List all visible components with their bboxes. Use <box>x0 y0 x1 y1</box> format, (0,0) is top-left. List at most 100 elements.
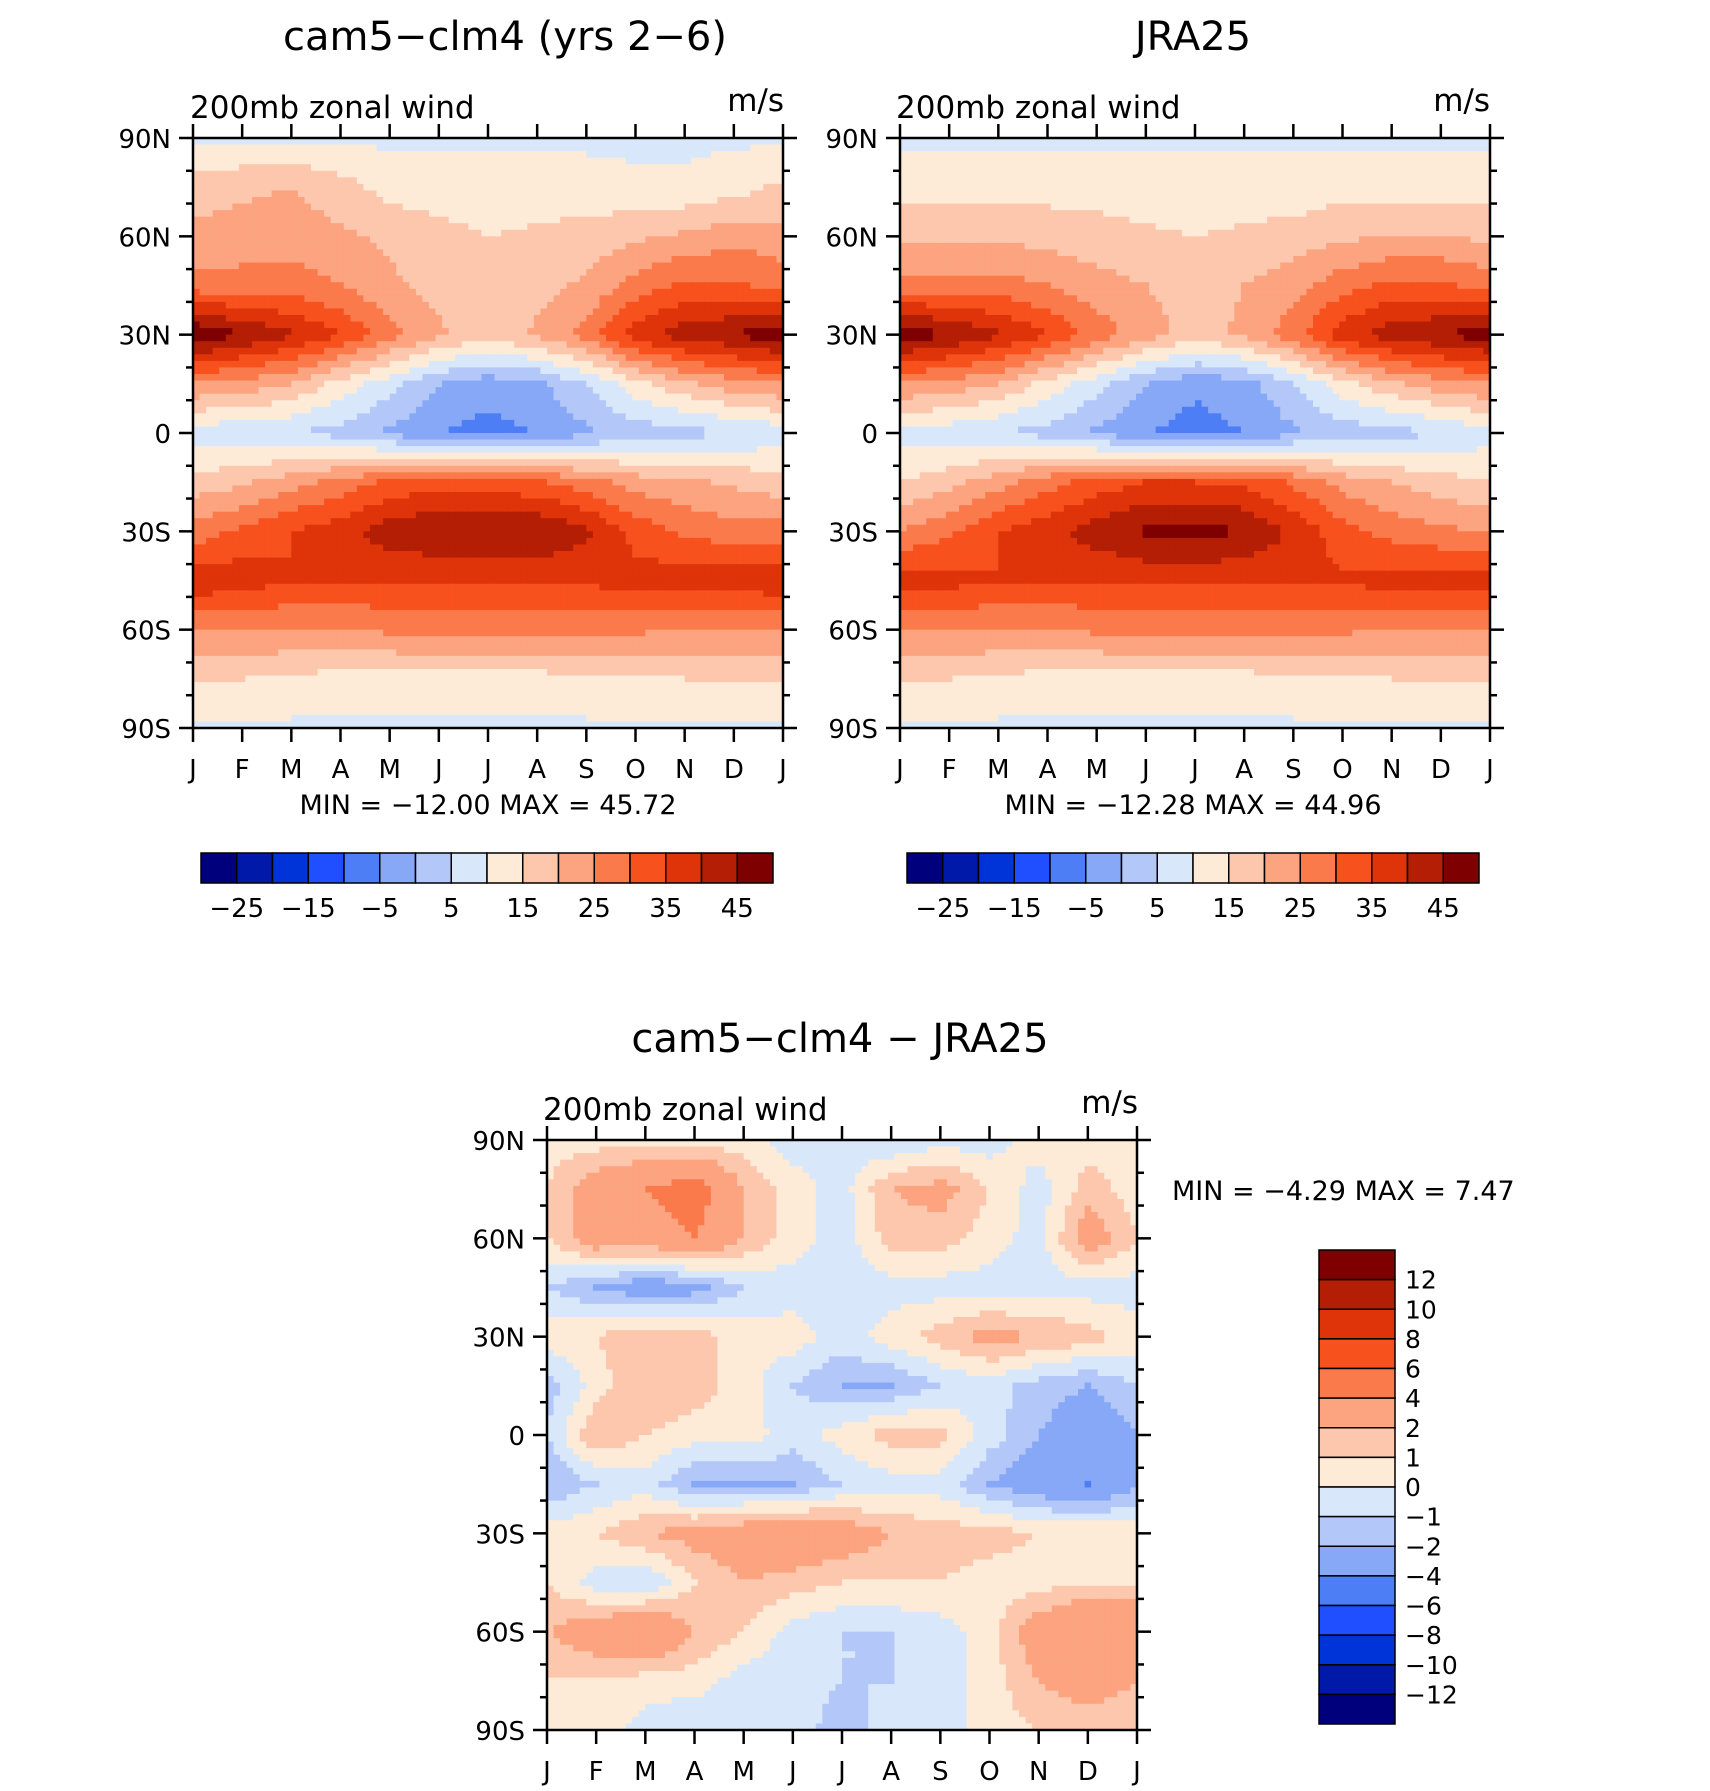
field-cell <box>376 360 384 369</box>
field-cell <box>533 360 542 369</box>
field-cell <box>304 380 312 388</box>
field-cell <box>540 354 548 362</box>
field-cell <box>769 197 778 205</box>
field-cell <box>376 288 384 296</box>
field-cell <box>376 262 384 270</box>
field-cell <box>560 308 568 316</box>
field-cell <box>448 459 456 467</box>
field-cell <box>560 282 568 290</box>
field-cell <box>710 341 719 349</box>
field-cell <box>317 347 325 355</box>
field-cell <box>376 492 384 500</box>
field-cell <box>579 308 587 316</box>
field-cell <box>232 190 240 198</box>
field-cell <box>684 236 692 244</box>
field-cell <box>560 190 568 198</box>
field-cell <box>566 170 574 178</box>
field-cell <box>776 275 784 283</box>
field-cell <box>422 367 430 375</box>
field-cell <box>429 354 437 362</box>
field-cell <box>304 170 312 178</box>
field-cell <box>533 485 542 493</box>
field-cell <box>737 269 745 277</box>
field-cell <box>435 190 443 198</box>
field-cell <box>455 433 463 441</box>
field-cell <box>435 151 443 159</box>
field-cell <box>304 236 312 244</box>
field-cell <box>625 406 633 414</box>
field-cell <box>422 190 430 198</box>
field-cell <box>763 354 771 362</box>
field-cell <box>199 347 207 355</box>
field-cell <box>193 406 201 414</box>
field-cell <box>560 472 568 480</box>
field-cell <box>612 347 620 355</box>
field-cell <box>271 315 279 323</box>
field-cell <box>691 256 699 264</box>
field-cell <box>343 341 351 349</box>
field-cell <box>383 433 391 441</box>
field-cell <box>193 433 201 441</box>
field-cell <box>468 157 476 165</box>
field-cell <box>225 249 233 257</box>
field-cell <box>737 360 745 369</box>
field-cell <box>258 334 266 342</box>
field-cell <box>684 157 692 165</box>
field-cell <box>461 210 469 218</box>
field-cell <box>592 426 601 434</box>
field-cell <box>691 400 699 408</box>
field-cell <box>356 249 365 257</box>
field-cell <box>317 210 325 218</box>
field-cell <box>429 269 437 277</box>
field-cell <box>474 439 483 447</box>
field-cell <box>671 485 679 493</box>
field-cell <box>730 400 738 408</box>
field-cell <box>271 256 279 264</box>
field-cell <box>612 492 620 500</box>
field-cell <box>520 380 528 388</box>
field-cell <box>553 419 561 428</box>
field-cell <box>271 177 279 185</box>
field-cell <box>710 360 719 369</box>
field-cell <box>533 419 542 428</box>
field-cell <box>442 498 450 506</box>
field-cell <box>717 321 725 329</box>
field-cell <box>625 413 633 421</box>
field-cell <box>311 315 319 323</box>
field-cell <box>370 157 378 165</box>
field-cell <box>481 360 489 369</box>
field-cell <box>678 223 686 231</box>
field-cell <box>776 203 784 211</box>
field-cell <box>193 236 201 244</box>
field-cell <box>743 419 751 428</box>
field-cell <box>514 190 522 198</box>
field-cell <box>396 341 404 349</box>
field-cell <box>769 242 778 251</box>
field-cell <box>199 393 207 401</box>
field-cell <box>540 328 548 336</box>
field-cell <box>743 459 751 467</box>
field-cell <box>678 216 686 224</box>
field-cell <box>409 190 417 198</box>
field-cell <box>409 485 417 493</box>
field-cell <box>691 446 699 454</box>
field-cell <box>501 406 509 414</box>
field-cell <box>501 400 509 408</box>
field-cell <box>442 138 450 146</box>
field-cell <box>619 229 627 237</box>
field-cell <box>265 170 273 178</box>
field-cell <box>553 210 561 218</box>
field-cell <box>520 262 528 270</box>
field-cell <box>448 347 456 355</box>
field-cell <box>252 465 260 473</box>
field-cell <box>429 380 437 388</box>
field-cell <box>553 197 561 205</box>
field-cell <box>488 288 496 296</box>
field-cell <box>579 157 587 165</box>
field-cell <box>606 433 614 441</box>
field-cell <box>278 439 286 447</box>
field-cell <box>212 256 220 264</box>
field-cell <box>324 315 332 323</box>
field-cell <box>297 210 306 218</box>
field-cell <box>730 328 738 336</box>
